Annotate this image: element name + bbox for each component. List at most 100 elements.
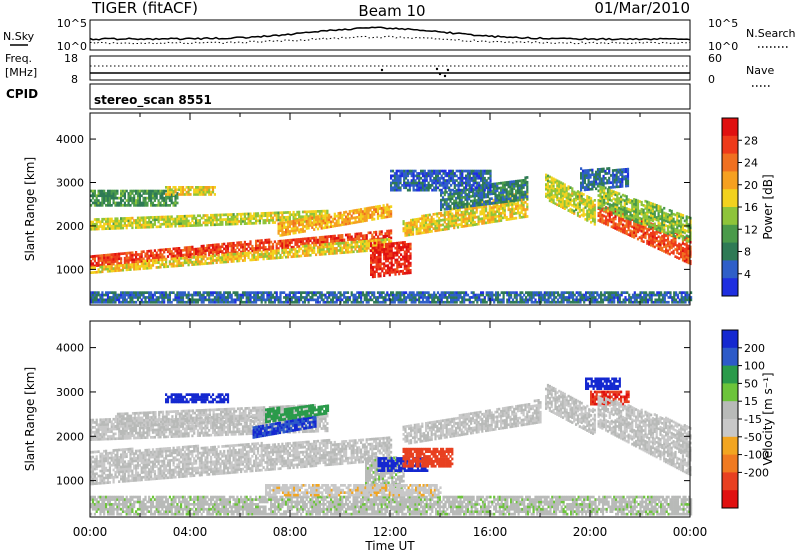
heatmap-cell [618,228,621,232]
heatmap-cell [101,256,104,260]
heatmap-cell [307,254,310,257]
heatmap-cell [226,260,230,264]
heatmap-cell [473,197,476,200]
heatmap-cell [388,210,391,214]
heatmap-cell [161,298,164,302]
heatmap-cell [576,192,580,196]
heatmap-cell [490,192,493,196]
heatmap-cell [326,235,329,239]
heatmap-cell [485,193,488,196]
heatmap-cell [380,216,383,220]
heatmap-cell [401,269,405,273]
heatmap-cell [612,207,615,210]
heatmap-cell [300,242,303,246]
heatmap-cell [479,220,482,223]
heatmap-cell [116,192,119,195]
heatmap-cell [288,248,291,251]
heatmap-cell [593,199,596,202]
heatmap-cell [187,296,190,299]
heatmap-cell [408,226,411,230]
heatmap-cell [97,254,100,258]
heatmap-cell [498,207,501,211]
heatmap-cell [155,266,158,269]
heatmap-cell [157,220,160,224]
heatmap-cell [301,223,305,226]
heatmap-cell [642,240,645,243]
heatmap-cell [101,220,104,223]
heatmap-cell [576,190,580,193]
heatmap-cell [678,252,681,255]
heatmap-cell [163,248,166,252]
heatmap-cell [620,217,623,221]
heatmap-cell [281,216,284,219]
heatmap-cell [426,218,430,222]
heatmap-cell [200,262,203,266]
heatmap-cell [114,260,117,263]
heatmap-cell [635,232,638,235]
heatmap-cell [348,217,351,220]
heatmap-cell [475,203,478,207]
heatmap-cell [668,209,671,212]
heatmap-cell [415,218,418,221]
heatmap-cell [385,257,388,260]
heatmap-cell [333,215,336,218]
heatmap-cell [687,225,690,229]
heatmap-cell [674,248,677,251]
heatmap-cell [604,181,607,185]
heatmap-cell [473,201,476,205]
heatmap-cell [593,175,596,179]
heatmap-cell [140,201,143,205]
heatmap-cell [379,246,382,249]
heatmap-cell [210,190,213,194]
heatmap-cell [651,202,655,206]
heatmap-cell [230,220,233,224]
heatmap-cell [614,210,617,214]
heatmap-cell [578,200,581,204]
heatmap-cell [488,211,491,215]
heatmap-cell [680,243,683,247]
heatmap-cell [121,291,125,294]
heatmap-cell [262,293,265,297]
heatmap-cell [367,214,370,217]
heatmap-cell [438,221,441,225]
heatmap-cell [648,218,651,221]
heatmap-cell [226,296,230,299]
heatmap-cell [288,243,291,247]
heatmap-cell [550,183,553,187]
heatmap-cell [481,205,484,209]
heatmap-cell [316,246,320,249]
heatmap-cell [339,249,342,252]
heatmap-cell [313,218,316,222]
heatmap-cell [303,229,306,233]
heatmap-cell [635,234,638,238]
heatmap-cell [509,208,512,211]
heatmap-cell [155,194,158,198]
heatmap-cell [390,256,393,260]
heatmap-cell [285,244,288,247]
heatmap-cell [260,250,263,254]
heatmap-cell [483,195,486,199]
heatmap-cell [286,220,290,224]
heatmap-cell [112,298,115,302]
heatmap-cell [230,293,233,297]
heatmap-cell [247,250,250,253]
heatmap-cell [99,254,102,258]
heatmap-cell [636,218,640,222]
heatmap-cell [110,264,113,268]
heatmap-cell [661,249,664,252]
heatmap-cell [471,206,475,210]
heatmap-cell [208,246,211,250]
heatmap-cell [371,265,375,269]
heatmap-cell [232,217,235,221]
heatmap-cell [552,184,555,188]
heatmap-cell [546,186,550,190]
heatmap-cell [434,219,437,223]
radar-title: TIGER (fitACF) [91,0,198,17]
heatmap-cell [665,214,668,218]
heatmap-cell [166,296,170,299]
heatmap-cell [129,263,132,267]
heatmap-cell [398,248,401,252]
heatmap-cell [101,194,104,198]
heatmap-cell [140,257,143,261]
heatmap-cell [95,227,98,231]
